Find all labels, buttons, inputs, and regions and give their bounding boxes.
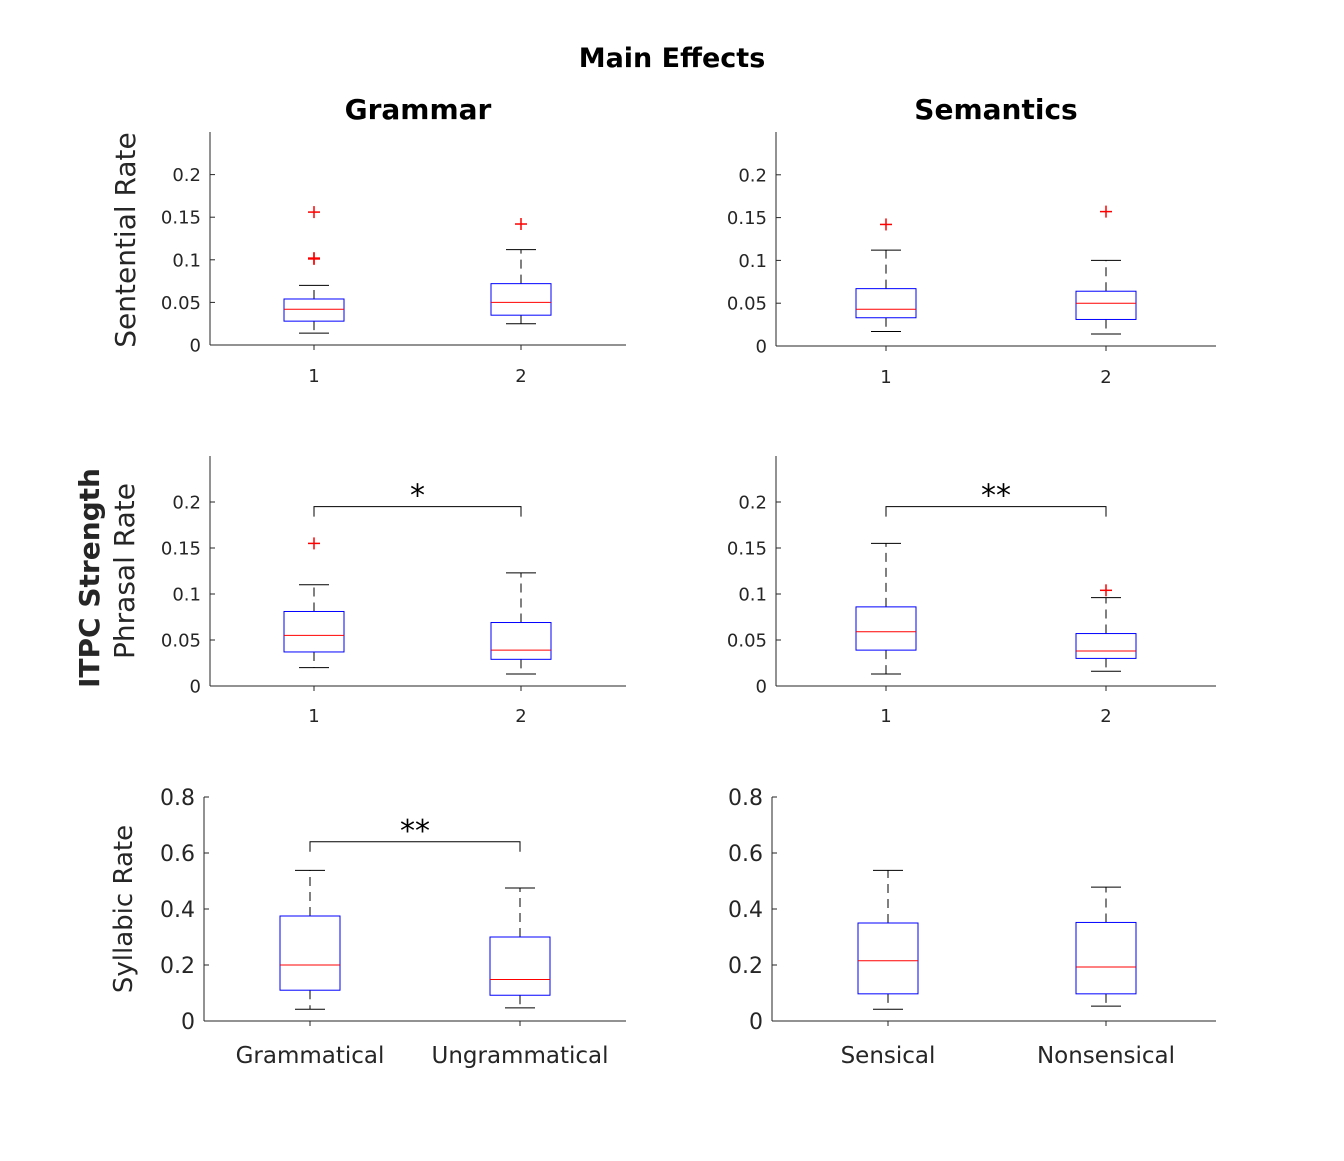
iqr-box <box>490 283 552 316</box>
y-tick-label: 0.15 <box>727 208 767 229</box>
y-tick-label: 0.8 <box>160 786 195 811</box>
figure-title: Main Effects <box>579 43 766 74</box>
boxplot-2 <box>490 572 552 675</box>
outlier-marker <box>308 252 320 265</box>
y-tick-label: 0 <box>756 676 767 697</box>
y-tick-label: 0.1 <box>172 250 201 271</box>
significance-label: ** <box>981 479 1011 514</box>
y-tick-label: 0.4 <box>160 898 195 923</box>
outlier-marker <box>308 206 320 219</box>
y-tick-label: 0.05 <box>727 294 767 315</box>
outlier-marker <box>515 218 527 231</box>
y-axis-label: Sentential Rate <box>109 132 142 348</box>
boxplot-1 <box>279 869 341 1010</box>
column-title-semantics: Semantics <box>914 93 1077 126</box>
x-tick-label: 2 <box>1100 706 1111 727</box>
outlier-marker <box>1100 205 1112 218</box>
significance-label: * <box>410 479 425 514</box>
iqr-box <box>1075 633 1137 659</box>
iqr-box <box>855 606 917 651</box>
x-tick-label: 1 <box>308 706 319 727</box>
y-axis-label: Syllabic Rate <box>109 825 139 993</box>
y-tick-label: 0.6 <box>160 842 195 867</box>
y-tick-label: 0 <box>190 676 201 697</box>
y-tick-label: 0.2 <box>738 492 767 513</box>
panels: 0 0.05 0.1 0.15 0.2 1 2 Sentential Rate 0 0.05 0.1… <box>108 132 1216 1069</box>
boxplot-1 <box>857 869 919 1010</box>
boxplot-1 <box>855 218 917 332</box>
y-tick-label: 0.2 <box>172 492 201 513</box>
chart-panel-1: 0 0.05 0.1 0.15 0.2 1 2 Sentential Rate <box>109 132 626 387</box>
x-tick-label: 1 <box>308 366 319 387</box>
chart-panel-2: 0 0.05 0.1 0.15 0.2 1 2 <box>727 132 1216 388</box>
boxplot-1 <box>283 537 345 669</box>
x-tick-label: Sensical <box>841 1043 936 1069</box>
x-tick-label: Nonsensical <box>1037 1043 1175 1069</box>
x-tick-label: 2 <box>515 366 526 387</box>
iqr-box <box>489 936 551 996</box>
chart-panel-4: 0 0.05 0.1 0.15 0.2 1 2 ** <box>727 456 1216 727</box>
iqr-box <box>1075 290 1137 320</box>
boxplot-2 <box>1075 584 1137 672</box>
y-tick-label: 0.1 <box>172 584 201 605</box>
y-tick-label: 0.1 <box>738 251 767 272</box>
x-tick-label: 2 <box>515 706 526 727</box>
iqr-box <box>855 288 917 319</box>
outlier-marker <box>1100 584 1112 597</box>
y-tick-label: 0 <box>756 336 767 357</box>
y-tick-label: 0.15 <box>161 538 201 559</box>
x-tick-label: 2 <box>1100 367 1111 388</box>
significance-bracket <box>885 506 1107 517</box>
outlier-marker <box>880 218 892 231</box>
chart-panel-3: 0 0.05 0.1 0.15 0.2 1 2 Phrasal Rate * <box>108 456 626 727</box>
boxplot-2 <box>489 887 551 1009</box>
column-title-grammar: Grammar <box>345 93 492 126</box>
y-tick-label: 0.4 <box>728 898 763 923</box>
y-tick-label: 0.2 <box>160 954 195 979</box>
row-group-label: ITPC Strength <box>73 468 106 688</box>
significance-label: ** <box>400 814 430 849</box>
y-tick-label: 0.2 <box>172 165 201 186</box>
boxplot-2 <box>1075 205 1137 335</box>
boxplot-1 <box>283 206 345 334</box>
boxplot-2 <box>490 218 552 325</box>
boxplot-1 <box>855 542 917 675</box>
y-tick-label: 0 <box>749 1010 763 1035</box>
outlier-marker <box>308 537 320 550</box>
x-tick-label: Ungrammatical <box>431 1043 608 1069</box>
x-tick-label: 1 <box>880 367 891 388</box>
iqr-box <box>857 922 919 995</box>
y-tick-label: 0.15 <box>727 538 767 559</box>
y-tick-label: 0.05 <box>161 630 201 651</box>
y-tick-label: 0.1 <box>738 584 767 605</box>
significance-bracket <box>313 506 522 517</box>
y-tick-label: 0.05 <box>727 630 767 651</box>
significance-bracket <box>309 841 521 852</box>
y-tick-label: 0.2 <box>728 954 763 979</box>
iqr-box <box>490 622 552 660</box>
y-tick-label: 0.2 <box>738 165 767 186</box>
y-axis-label: Phrasal Rate <box>108 483 141 659</box>
x-tick-label: 1 <box>880 706 891 727</box>
x-tick-label: Grammatical <box>236 1043 385 1069</box>
y-tick-label: 0.8 <box>728 786 763 811</box>
iqr-box <box>1075 921 1137 995</box>
boxplot-2 <box>1075 886 1137 1007</box>
iqr-box <box>283 610 345 653</box>
y-tick-label: 0 <box>190 335 201 356</box>
iqr-box <box>283 298 345 322</box>
y-tick-label: 0.6 <box>728 842 763 867</box>
y-tick-label: 0.15 <box>161 208 201 229</box>
y-tick-label: 0 <box>181 1010 195 1035</box>
iqr-box <box>279 915 341 991</box>
y-tick-label: 0.05 <box>161 293 201 314</box>
chart-panel-5: 0 0.2 0.4 0.6 0.8 Grammatical Ungrammatical Syl… <box>109 786 626 1069</box>
chart-panel-6: 0 0.2 0.4 0.6 0.8 Sensical Nonsensical <box>728 786 1216 1069</box>
